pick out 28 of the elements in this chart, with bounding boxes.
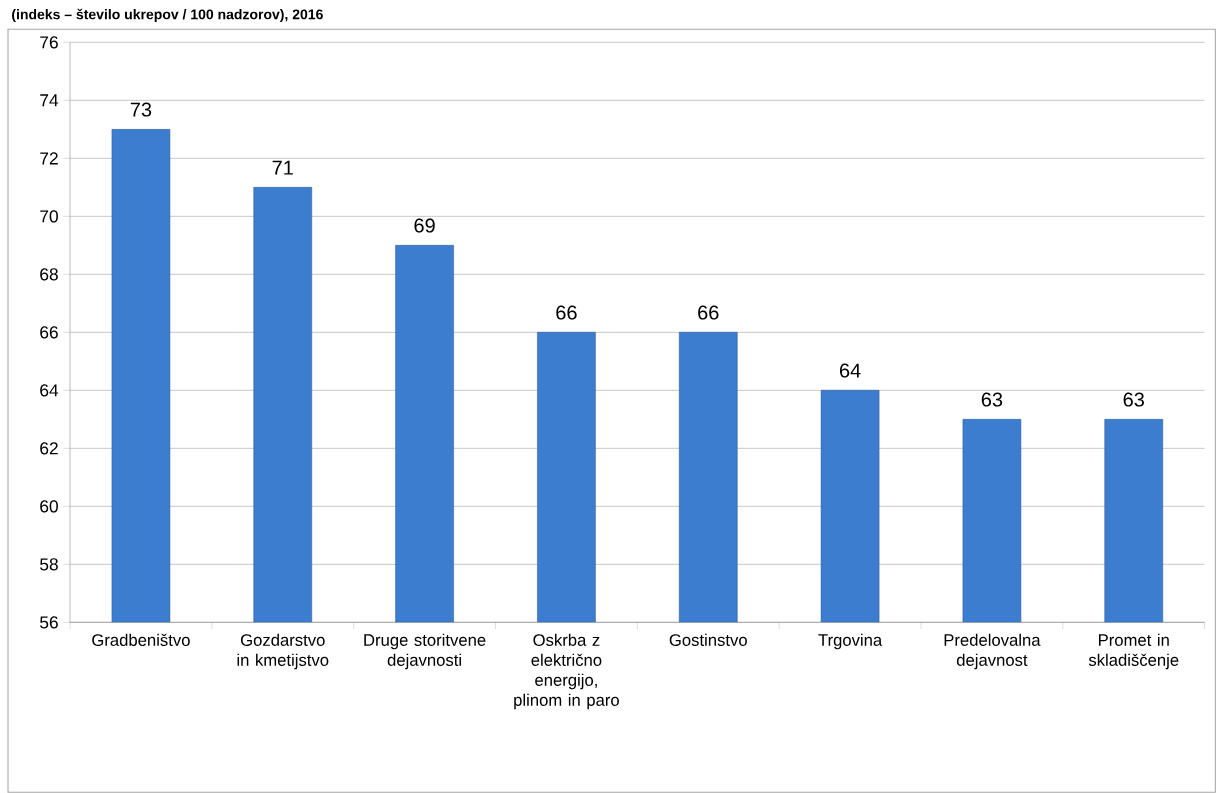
data-label: 64 [839, 363, 861, 378]
y-tick-label: 68 [40, 268, 58, 281]
y-tick-label: 64 [40, 384, 59, 397]
x-tick-label: Predelovalna dejavnost [944, 633, 1041, 670]
x-tick-label: Trgovina [818, 633, 883, 650]
x-tick-label: Gradbeništvo [92, 633, 190, 647]
x-tick-label: Oskrba z električno energijo, plinom in paro [514, 633, 619, 710]
chart-title: (indeks – število ukrepov / 100 nadzorov), 2016 [12, 8, 323, 23]
data-label: 66 [556, 305, 577, 320]
data-label: 69 [414, 218, 435, 233]
data-label: 71 [272, 160, 293, 175]
data-label: 63 [981, 392, 1003, 407]
x-tick-label: Promet in skladiščenje [1088, 633, 1179, 670]
y-tick-label: 56 [40, 616, 58, 629]
data-label: 73 [130, 102, 152, 117]
y-tick-label: 62 [40, 442, 58, 455]
y-tick-label: 74 [40, 94, 59, 107]
x-tick-label: Druge storitvene dejavnosti [364, 633, 486, 670]
y-tick-label: 66 [40, 326, 58, 339]
y-tick-label: 70 [40, 210, 58, 223]
x-tick-label: Gozdarstvo in kmetijstvo [237, 633, 329, 670]
y-tick-label: 58 [40, 558, 58, 571]
x-tick-label: Gostinstvo [669, 633, 747, 646]
data-label: 63 [1123, 392, 1144, 407]
y-tick-label: 60 [40, 500, 58, 513]
y-tick-label: 76 [40, 36, 58, 49]
y-tick-label: 72 [40, 152, 58, 165]
data-label: 66 [698, 305, 719, 320]
